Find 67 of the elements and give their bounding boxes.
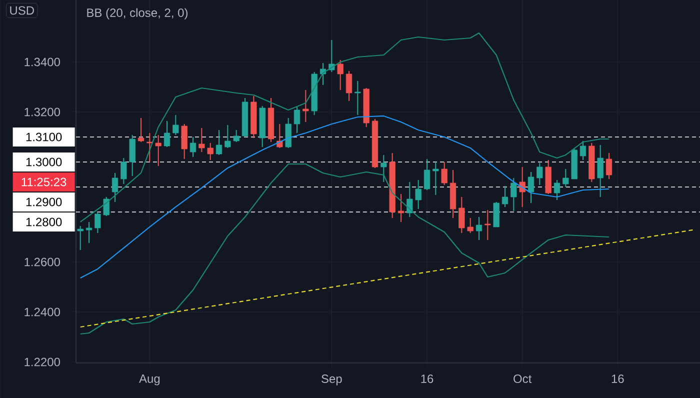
text: 11:25:23 <box>22 178 66 186</box>
ref-line-label: 1.2900 <box>26 198 62 206</box>
y-tick-label: 1.3400 <box>24 58 60 66</box>
candlestick <box>562 168 569 188</box>
y-tick-label: 1.3200 <box>24 108 60 116</box>
candlestick <box>458 196 465 234</box>
candlestick <box>112 172 118 202</box>
candlestick <box>164 120 170 148</box>
candlestick <box>467 217 474 234</box>
candlestick <box>484 209 491 240</box>
candlestick <box>597 144 604 198</box>
candlestick <box>528 171 534 204</box>
candlestick <box>138 117 144 142</box>
candlestick <box>424 158 430 190</box>
candlestick <box>519 166 526 208</box>
candlestick <box>493 201 500 228</box>
candlestick <box>415 179 422 210</box>
candlestick <box>476 216 482 240</box>
candlestick <box>146 132 153 162</box>
candlestick <box>207 142 214 160</box>
x-tick-label: Aug <box>139 374 160 386</box>
candlestick <box>276 123 283 148</box>
x-tick-label: 16 <box>421 374 434 384</box>
y-tick-label: 1.2600 <box>24 258 60 266</box>
candlestick <box>536 162 543 186</box>
candlestick <box>129 134 136 176</box>
x-tick-label: 16 <box>612 374 624 384</box>
line-series <box>80 163 610 335</box>
ref-line-label: 1.3000 <box>26 158 62 166</box>
y-axis-title: USD <box>10 6 34 15</box>
x-tick-label: Oct <box>514 374 532 384</box>
candlestick <box>190 136 196 158</box>
candlestick <box>502 185 508 208</box>
candlestick <box>233 129 240 142</box>
y-tick-label: 1.2400 <box>24 308 60 316</box>
candlestick <box>406 181 413 218</box>
candlestick <box>216 129 222 156</box>
candlestick <box>181 123 188 160</box>
candlestick <box>380 154 387 182</box>
y-tick-label: 1.2200 <box>24 358 60 366</box>
candlestick <box>606 152 612 180</box>
candlestick <box>302 89 309 122</box>
candlestick <box>103 196 110 216</box>
candlestick <box>294 106 300 134</box>
candlestick <box>94 211 101 234</box>
candlestick <box>155 134 162 166</box>
candlestick <box>86 221 92 244</box>
line-series <box>80 32 610 223</box>
candlestick <box>77 225 84 250</box>
ref-line-label: 1.2800 <box>26 218 62 226</box>
candlestick <box>554 179 560 200</box>
candlestick <box>510 177 517 212</box>
candlestick <box>398 193 404 222</box>
candlestick <box>172 114 179 136</box>
ref-line-label: 1.3100 <box>26 132 62 142</box>
candlestick <box>432 161 439 196</box>
candlestick <box>346 70 352 102</box>
candlestick <box>198 127 205 152</box>
candlestick <box>580 140 586 160</box>
candlestick <box>120 157 127 184</box>
candlestick <box>354 80 361 116</box>
text: BB (20, close, 2, 0) <box>87 8 188 20</box>
candlestick <box>224 124 231 148</box>
x-tick-label: Sep <box>322 374 342 386</box>
candlestick <box>337 59 344 90</box>
candlestick <box>441 161 448 186</box>
candlestick <box>285 117 292 148</box>
